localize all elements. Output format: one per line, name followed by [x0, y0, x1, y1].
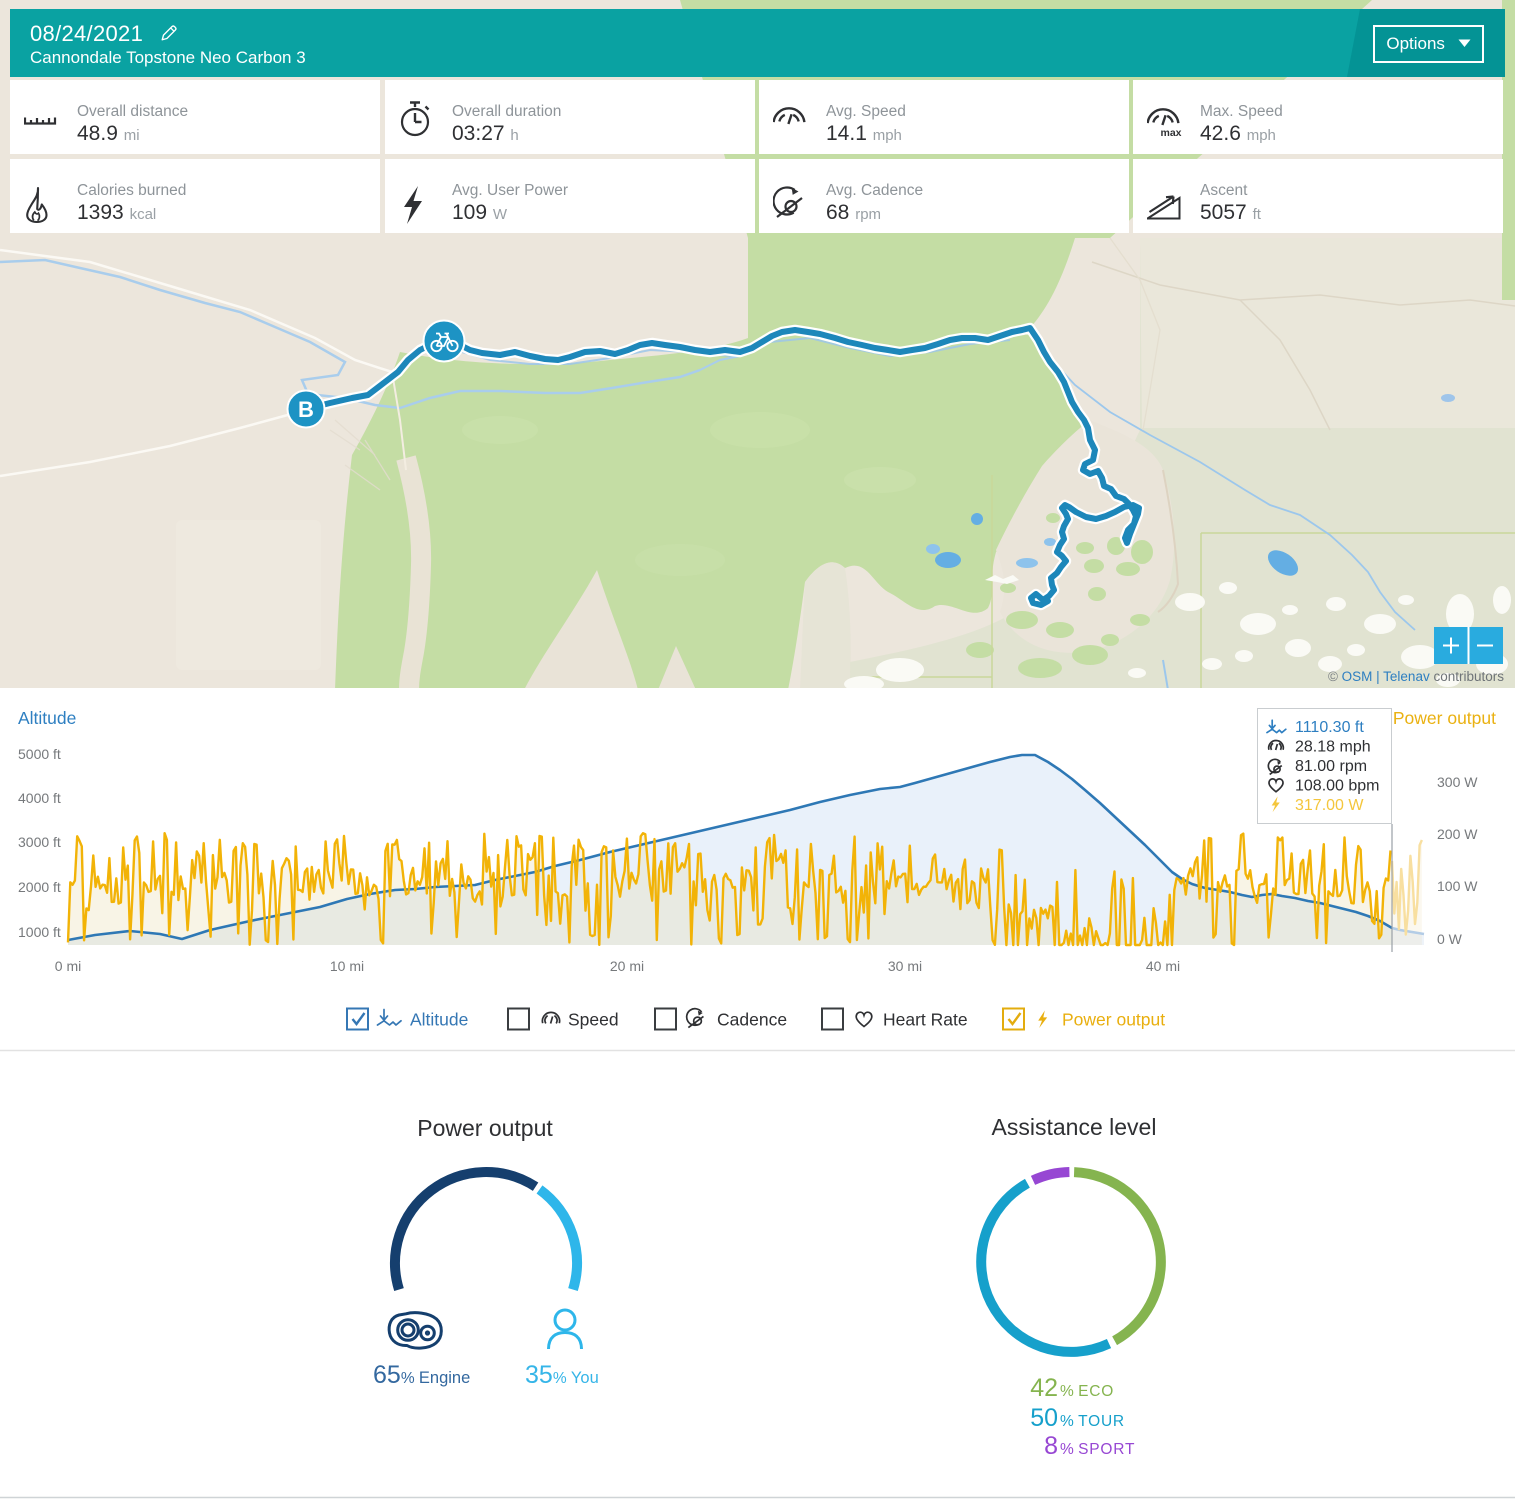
- svg-text:% SPORT: % SPORT: [1060, 1441, 1135, 1458]
- svg-text:Power output: Power output: [1062, 1010, 1165, 1030]
- svg-text:42: 42: [1030, 1374, 1058, 1402]
- svg-text:Speed: Speed: [568, 1010, 619, 1030]
- svg-text:100 W: 100 W: [1437, 878, 1478, 894]
- svg-text:81.00 rpm: 81.00 rpm: [1295, 758, 1367, 775]
- svg-text:2000 ft: 2000 ft: [18, 879, 61, 895]
- svg-text:317.00 W: 317.00 W: [1295, 797, 1364, 814]
- svg-text:© OSM | Telenav contributors: © OSM | Telenav contributors: [1328, 669, 1504, 684]
- svg-text:B: B: [298, 397, 314, 422]
- svg-text:Altitude: Altitude: [410, 1010, 468, 1030]
- svg-text:20 mi: 20 mi: [610, 958, 644, 974]
- svg-text:200 W: 200 W: [1437, 826, 1478, 842]
- svg-text:Heart Rate: Heart Rate: [883, 1010, 968, 1030]
- svg-text:10 mi: 10 mi: [330, 958, 364, 974]
- svg-text:300 W: 300 W: [1437, 774, 1478, 790]
- svg-text:max: max: [1160, 127, 1181, 139]
- svg-text:40 mi: 40 mi: [1146, 958, 1180, 974]
- svg-text:4000 ft: 4000 ft: [18, 790, 61, 806]
- svg-text:Power output: Power output: [417, 1115, 553, 1141]
- svg-text:3000 ft: 3000 ft: [18, 834, 61, 850]
- svg-text:0 mi: 0 mi: [55, 958, 81, 974]
- svg-text:50: 50: [1030, 1404, 1058, 1432]
- svg-text:% TOUR: % TOUR: [1060, 1413, 1125, 1430]
- svg-text:1110.30 ft: 1110.30 ft: [1295, 719, 1364, 736]
- svg-text:% ECO: % ECO: [1060, 1383, 1114, 1400]
- svg-text:5000 ft: 5000 ft: [18, 746, 61, 762]
- svg-text:30 mi: 30 mi: [888, 958, 922, 974]
- svg-text:Altitude: Altitude: [18, 708, 76, 728]
- svg-text:8: 8: [1044, 1432, 1058, 1460]
- svg-text:35% You: 35% You: [525, 1361, 599, 1389]
- svg-text:65% Engine: 65% Engine: [373, 1361, 470, 1389]
- svg-text:28.18 mph: 28.18 mph: [1295, 739, 1371, 756]
- svg-text:108.00 bpm: 108.00 bpm: [1295, 778, 1380, 795]
- svg-text:0 W: 0 W: [1437, 931, 1463, 947]
- svg-text:Cadence: Cadence: [717, 1010, 787, 1030]
- svg-text:Assistance level: Assistance level: [992, 1114, 1157, 1140]
- svg-text:Power output: Power output: [1393, 708, 1496, 728]
- svg-text:1000 ft: 1000 ft: [18, 924, 61, 940]
